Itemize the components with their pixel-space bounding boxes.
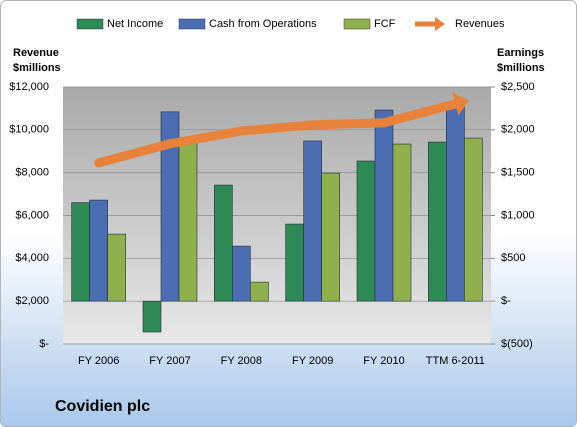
- y-tick-label: $2,000: [15, 295, 49, 307]
- y-tick-label: $6,000: [15, 209, 49, 221]
- y-tick-label: $4,000: [15, 252, 49, 264]
- x-tick-label: FY 2006: [78, 355, 119, 367]
- bar: [446, 101, 465, 302]
- bar: [107, 233, 126, 302]
- bar: [89, 199, 108, 302]
- bar: [214, 184, 233, 302]
- y-tick-label: $-: [39, 338, 49, 350]
- y-tick-label: $8,000: [15, 167, 49, 179]
- y2-axis-title: Earnings $millions: [497, 47, 545, 74]
- bar: [250, 281, 269, 302]
- line: [94, 99, 460, 168]
- y2-tick-label: $-: [501, 295, 511, 307]
- bar: [428, 141, 447, 302]
- legend-label: Cash from Operations: [209, 18, 317, 30]
- y2-tick-label: $1,000: [501, 209, 535, 221]
- x-tick-label: FY 2008: [221, 355, 262, 367]
- bar: [178, 140, 198, 302]
- y2-tick-label: $(500): [501, 338, 533, 350]
- arrow-head: [452, 92, 469, 116]
- legend-label: FCF: [374, 18, 396, 30]
- bar: [303, 140, 322, 302]
- x-tick-label: FY 2010: [363, 355, 404, 367]
- y-tick-label: $12,000: [9, 81, 49, 93]
- y2-tick-label: $2,500: [501, 81, 535, 93]
- y2-tick-label: $500: [501, 252, 525, 264]
- y2-tick-label: $2,000: [501, 124, 535, 136]
- chart-title: Covidien plc: [55, 398, 151, 415]
- bar: [232, 245, 251, 302]
- y-tick-label: $10,000: [9, 124, 49, 136]
- x-tick-label: TTM 6-2011: [426, 355, 485, 367]
- x-tick-label: FY 2007: [149, 355, 190, 367]
- bar: [374, 109, 394, 302]
- bar: [142, 300, 162, 333]
- bar: [464, 137, 483, 302]
- x-tick-label: FY 2009: [292, 355, 333, 367]
- bar: [285, 223, 304, 302]
- legend-swatch: [343, 18, 371, 30]
- bar: [321, 172, 340, 302]
- bar: [356, 160, 376, 302]
- y2-tick-label: $1,500: [501, 167, 535, 179]
- legend-swatch: [435, 17, 445, 31]
- y-axis-title: Revenue $millions: [13, 47, 61, 74]
- legend-label: Net Income: [107, 18, 163, 30]
- bar: [71, 202, 90, 302]
- legend-label: Revenues: [455, 18, 505, 30]
- legend-swatch: [178, 18, 206, 30]
- legend-swatch: [76, 18, 104, 30]
- bar: [392, 143, 412, 302]
